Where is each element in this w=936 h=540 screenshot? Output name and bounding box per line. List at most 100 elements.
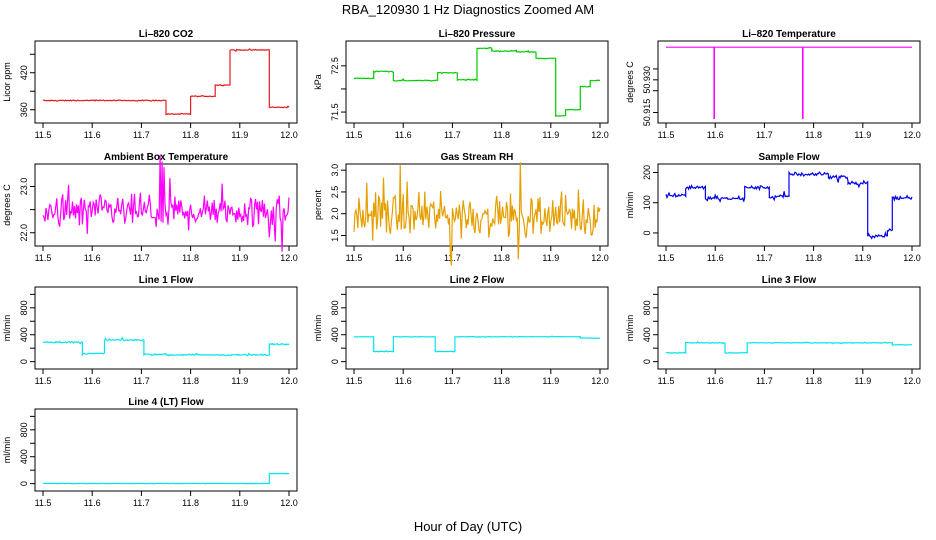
y-tick-label: 22.0 <box>19 224 29 242</box>
x-tick-label: 12.0 <box>903 376 921 386</box>
x-tick-label: 11.5 <box>658 130 675 140</box>
x-tick-label: 11.6 <box>395 253 412 263</box>
plot-frame <box>345 286 609 370</box>
panel-6: Line 1 Flow 11.5 11.6 11.7 11.8 11.9 12.0 0 400 8… <box>2 275 298 386</box>
x-tick-label: 11.5 <box>35 253 52 263</box>
plot-frame <box>657 40 921 124</box>
panel-title: Line 4 (LT) Flow <box>128 397 204 408</box>
panel-title: Li–820 Pressure <box>439 29 516 40</box>
y-axis-label: Licor ppm <box>2 62 12 102</box>
x-tick-label: 11.5 <box>35 376 52 386</box>
plot-frame <box>657 286 921 370</box>
x-tick-label: 11.8 <box>182 130 199 140</box>
y-tick-label: 50.915 <box>642 99 652 127</box>
x-tick-label: 11.9 <box>542 376 559 386</box>
x-tick-label: 12.0 <box>591 130 609 140</box>
plot-frame <box>34 163 298 247</box>
x-tick-label: 11.9 <box>542 253 559 263</box>
panel-title: Li–820 CO2 <box>139 29 194 40</box>
x-tick-label: 11.7 <box>133 376 150 386</box>
panel-title: Line 1 Flow <box>139 275 194 286</box>
x-tick-label: 11.8 <box>493 130 510 140</box>
x-tick-label: 11.9 <box>231 130 248 140</box>
x-tick-label: 11.6 <box>395 376 412 386</box>
x-tick-label: 11.9 <box>542 130 559 140</box>
panel-8: Line 3 Flow 11.5 11.6 11.7 11.8 11.9 12.0 0 400 8… <box>625 275 921 386</box>
x-tick-label: 11.5 <box>346 130 363 140</box>
data-series <box>665 340 913 354</box>
plot-frame <box>34 40 298 124</box>
x-tick-label: 12.0 <box>591 253 609 263</box>
y-tick-label: 50.930 <box>642 66 652 94</box>
y-tick-label: 800 <box>330 300 340 315</box>
x-tick-label: 11.8 <box>182 376 199 386</box>
x-tick-label: 11.7 <box>133 498 150 508</box>
x-tick-label: 11.8 <box>493 253 510 263</box>
panel-5: Sample Flow 11.5 11.6 11.7 11.8 11.9 12.0 0 100 2… <box>625 152 921 263</box>
x-tick-label: 11.6 <box>84 253 101 263</box>
x-tick-label: 12.0 <box>591 376 609 386</box>
plot-frame <box>345 163 609 247</box>
data-series <box>665 170 913 240</box>
x-tick-label: 11.7 <box>444 376 461 386</box>
y-tick-label: 71.5 <box>330 103 340 121</box>
x-tick-label: 11.7 <box>756 130 773 140</box>
x-axis-label: Hour of Day (UTC) <box>414 519 522 534</box>
x-tick-label: 11.9 <box>231 376 248 386</box>
y-axis-label: ml/min <box>2 437 12 464</box>
x-tick-label: 11.7 <box>133 130 150 140</box>
y-tick-label: 400 <box>19 449 29 464</box>
y-tick-label: 400 <box>330 327 340 342</box>
x-tick-label: 11.5 <box>658 376 675 386</box>
y-tick-label: 23.0 <box>19 178 29 196</box>
x-tick-label: 11.7 <box>444 253 461 263</box>
x-tick-label: 11.9 <box>231 498 248 508</box>
x-tick-label: 11.5 <box>658 253 675 263</box>
y-tick-label: 420 <box>19 65 29 80</box>
panel-title: Gas Stream RH <box>441 152 514 163</box>
x-tick-label: 11.8 <box>805 376 822 386</box>
x-tick-label: 11.8 <box>182 253 199 263</box>
x-tick-label: 12.0 <box>903 130 921 140</box>
y-tick-label: 0 <box>19 359 29 364</box>
panel-4: Gas Stream RH 11.5 11.6 11.7 11.8 11.9 12.0 1.5… <box>313 152 609 266</box>
y-tick-label: 0 <box>642 230 652 235</box>
data-series <box>353 47 601 118</box>
x-tick-label: 11.6 <box>395 130 412 140</box>
y-tick-label: 200 <box>642 165 652 180</box>
y-tick-label: 400 <box>19 327 29 342</box>
x-tick-label: 11.9 <box>854 253 871 263</box>
panel-title: Sample Flow <box>758 152 819 163</box>
panel-grid: Li–820 CO2 11.5 11.6 11.7 11.8 11.9 12.0 360 420… <box>2 29 921 508</box>
y-tick-label: 360 <box>19 102 29 117</box>
x-tick-label: 11.8 <box>182 498 199 508</box>
x-tick-label: 12.0 <box>280 253 298 263</box>
plot-frame <box>34 408 298 492</box>
data-series <box>353 162 601 266</box>
y-tick-label: 100 <box>642 195 652 210</box>
plot-frame <box>34 286 298 370</box>
x-tick-label: 12.0 <box>280 376 298 386</box>
panel-3: Ambient Box Temperature 11.5 11.6 11.7 11.8 1… <box>2 152 298 263</box>
data-series <box>42 154 290 252</box>
x-tick-label: 12.0 <box>903 253 921 263</box>
y-tick-label: 800 <box>19 422 29 437</box>
y-axis-label: degrees C <box>2 184 12 226</box>
x-tick-label: 11.5 <box>35 498 52 508</box>
x-tick-label: 11.6 <box>84 498 101 508</box>
data-series <box>42 336 290 357</box>
x-tick-label: 11.9 <box>231 253 248 263</box>
panel-1: Li–820 Pressure 11.5 11.6 11.7 11.8 11.9 12.0 7… <box>313 29 609 140</box>
y-axis-label: ml/min <box>2 315 12 342</box>
y-tick-label: 2.0 <box>330 207 340 220</box>
y-tick-label: 1.5 <box>330 229 340 242</box>
y-tick-label: 800 <box>642 300 652 315</box>
panel-0: Li–820 CO2 11.5 11.6 11.7 11.8 11.9 12.0 360 420… <box>2 29 298 140</box>
panel-2: Li–820 Temperature 11.5 11.6 11.7 11.8 11.9 12… <box>625 29 921 140</box>
y-tick-label: 0 <box>330 359 340 364</box>
x-tick-label: 12.0 <box>280 130 298 140</box>
y-axis-label: kPa <box>313 74 323 90</box>
y-tick-label: 2.5 <box>330 186 340 199</box>
